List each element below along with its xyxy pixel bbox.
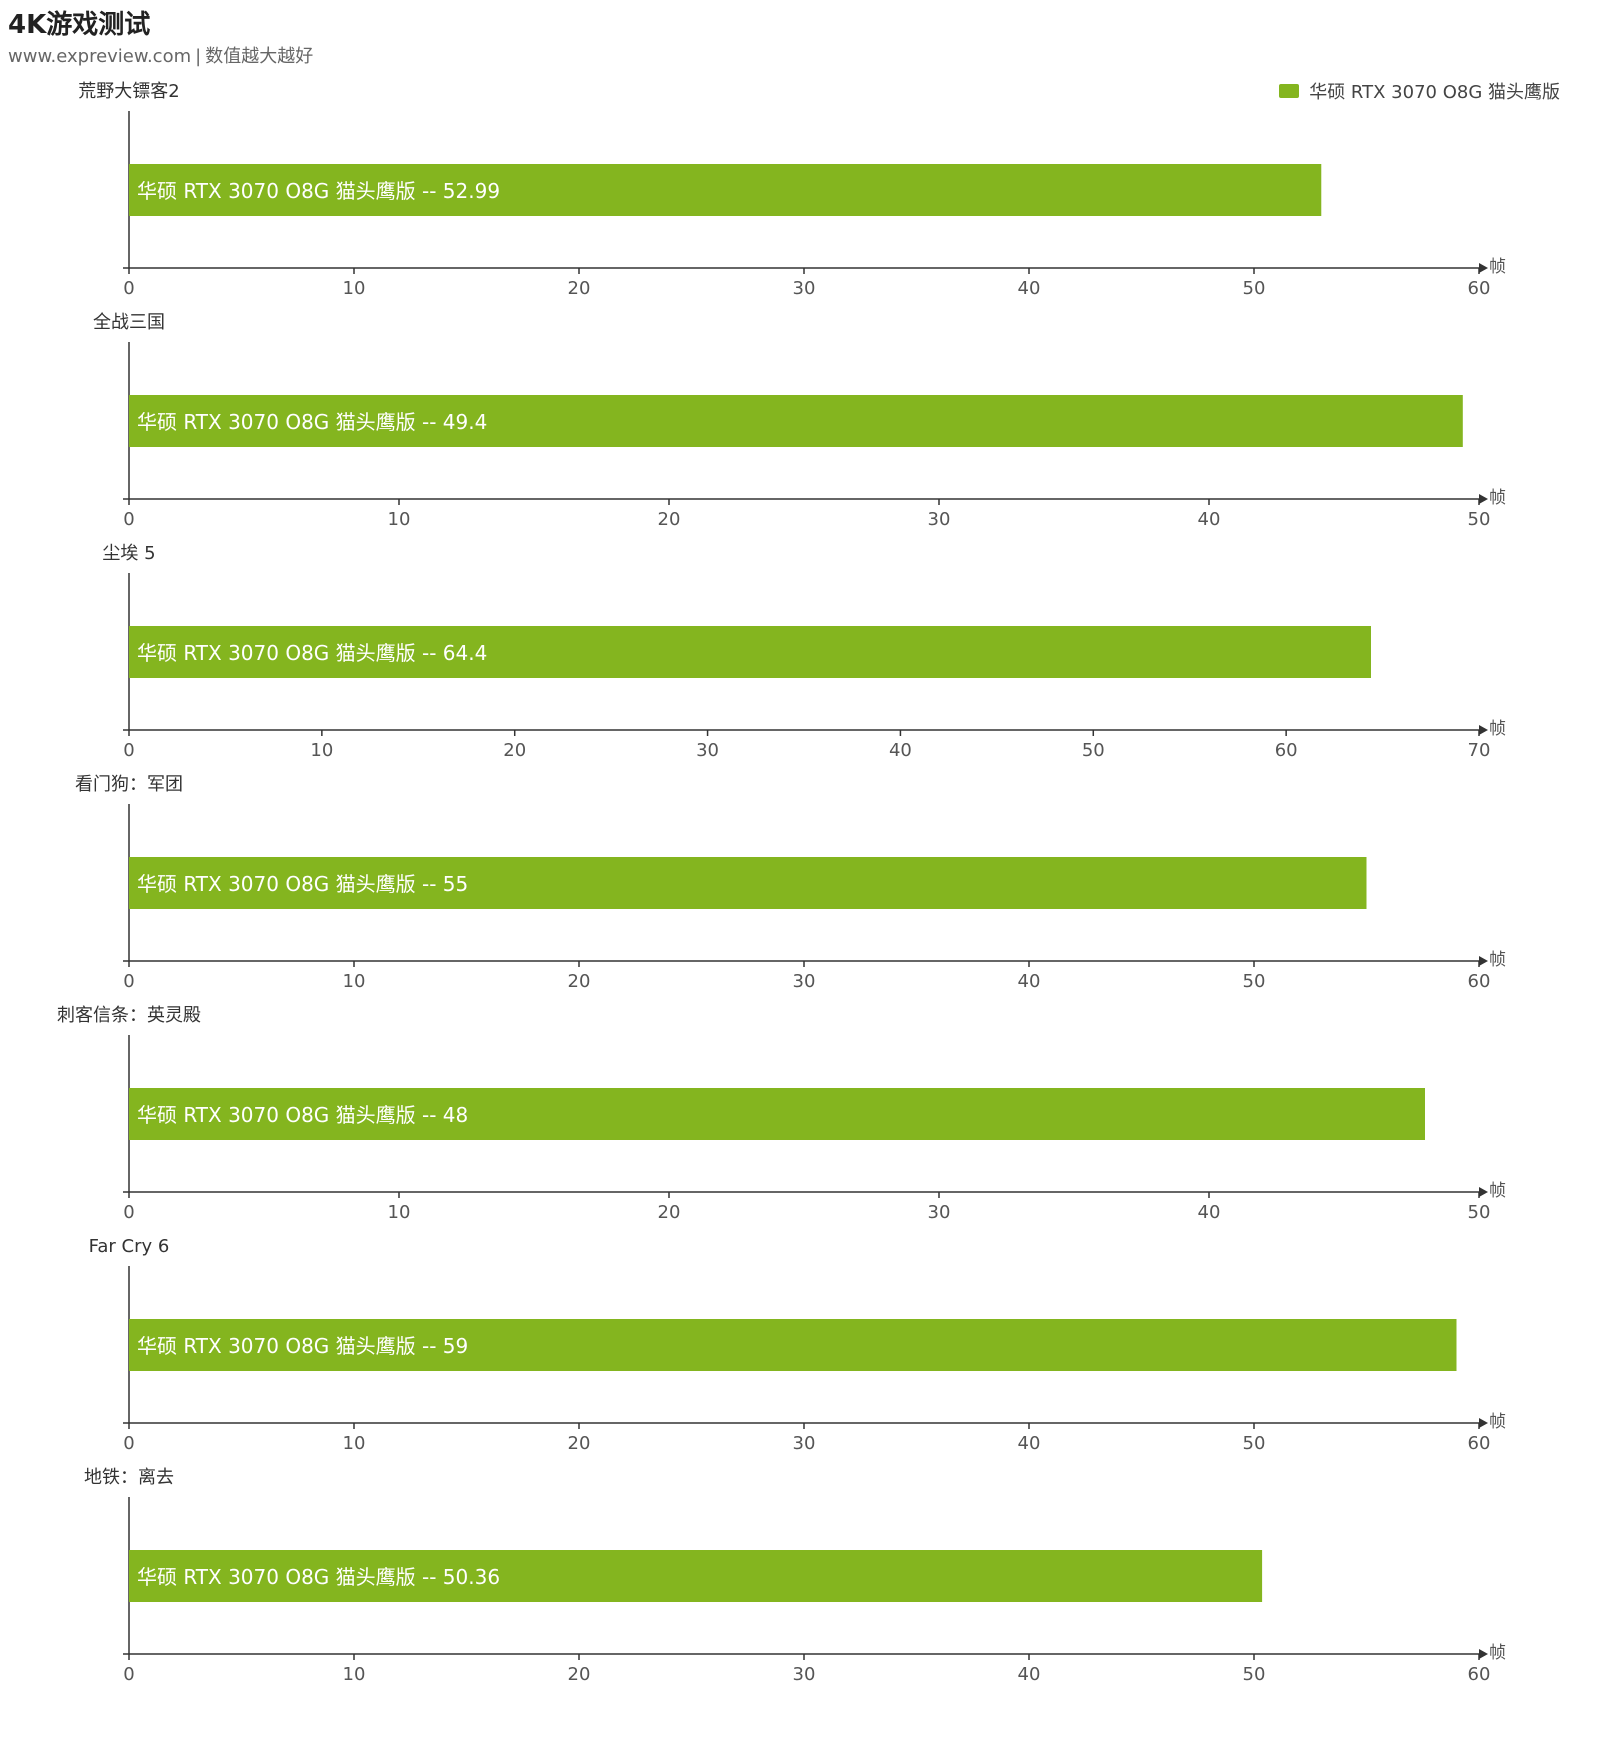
x-tick-label: 10 [388,1202,411,1223]
x-tick-label: 20 [568,1664,591,1685]
x-tick-label: 10 [310,740,333,761]
subtitle-separator: | [195,46,202,67]
x-tick-label: 20 [568,971,591,992]
x-tick-label: 10 [343,1433,366,1454]
x-tick-label: 0 [123,1433,134,1454]
x-tick-label: 50 [1243,278,1266,299]
page-title: 4K游戏测试 [8,10,151,40]
x-tick-label: 30 [793,1664,816,1685]
x-tick-label: 50 [1243,1664,1266,1685]
x-tick-label: 50 [1243,971,1266,992]
x-tick-label: 40 [889,740,912,761]
axis-arrow-icon [1479,494,1488,504]
axis-arrow-icon [1479,1187,1488,1197]
data-bar [129,1319,1457,1371]
source-link[interactable]: www.expreview.com [8,46,192,67]
unit-label: 帧 [1489,719,1506,739]
data-bar [129,857,1367,909]
data-bar [129,1088,1425,1140]
game-title: 看门狗：军团 [75,774,183,795]
game-title: 刺客信条：英灵殿 [57,1005,201,1026]
x-tick-label: 40 [1018,1433,1041,1454]
x-tick-label: 40 [1198,509,1221,530]
x-tick-label: 30 [928,509,951,530]
page-subtitle: www.expreview.com | 数值越大越好 [8,42,313,68]
x-tick-label: 30 [928,1202,951,1223]
unit-label: 帧 [1489,1181,1506,1201]
x-tick-label: 20 [658,509,681,530]
x-tick-label: 60 [1468,278,1491,299]
game-title: Far Cry 6 [89,1236,170,1257]
bar-data-label: 华硕 RTX 3070 O8G 猫头鹰版 -- 64.4 [137,641,487,665]
bar-data-label: 华硕 RTX 3070 O8G 猫头鹰版 -- 52.99 [137,179,500,203]
game-title: 荒野大镖客2 [78,81,179,102]
game-title: 地铁：离去 [84,1467,174,1488]
legend-swatch [1279,84,1300,98]
x-tick-label: 10 [343,971,366,992]
x-tick-label: 40 [1018,278,1041,299]
axis-arrow-icon [1479,725,1488,735]
bar-data-label: 华硕 RTX 3070 O8G 猫头鹰版 -- 55 [137,872,468,896]
bar-data-label: 华硕 RTX 3070 O8G 猫头鹰版 -- 59 [137,1334,468,1358]
axis-arrow-icon [1479,1649,1488,1659]
x-tick-label: 50 [1468,509,1491,530]
x-tick-label: 10 [343,278,366,299]
bar-data-label: 华硕 RTX 3070 O8G 猫头鹰版 -- 48 [137,1103,468,1127]
subtitle-note: 数值越大越好 [205,46,314,67]
game-title: 全战三国 [93,312,165,333]
x-tick-label: 60 [1468,1664,1491,1685]
x-tick-label: 30 [793,1433,816,1454]
x-tick-label: 70 [1468,740,1491,761]
x-tick-label: 30 [793,971,816,992]
x-tick-label: 0 [123,509,134,530]
unit-label: 帧 [1489,488,1506,508]
chart-legend[interactable]: 华硕 RTX 3070 O8G 猫头鹰版 [1279,78,1560,104]
unit-label: 帧 [1489,1643,1506,1663]
x-tick-label: 0 [123,971,134,992]
x-tick-label: 10 [388,509,411,530]
legend-label: 华硕 RTX 3070 O8G 猫头鹰版 [1309,82,1560,103]
x-tick-label: 20 [503,740,526,761]
x-tick-label: 0 [123,1664,134,1685]
x-tick-label: 60 [1468,1433,1491,1454]
game-title: 尘埃 5 [102,543,155,564]
bar-data-label: 华硕 RTX 3070 O8G 猫头鹰版 -- 49.4 [137,410,487,434]
x-tick-label: 20 [658,1202,681,1223]
x-tick-label: 0 [123,1202,134,1223]
x-tick-label: 40 [1198,1202,1221,1223]
bar-data-label: 华硕 RTX 3070 O8G 猫头鹰版 -- 50.36 [137,1565,500,1589]
x-tick-label: 30 [793,278,816,299]
data-bar [129,626,1371,678]
x-tick-label: 50 [1468,1202,1491,1223]
x-tick-label: 40 [1018,1664,1041,1685]
x-tick-label: 50 [1243,1433,1266,1454]
axis-arrow-icon [1479,1418,1488,1428]
x-tick-label: 0 [123,278,134,299]
x-tick-label: 10 [343,1664,366,1685]
axis-arrow-icon [1479,263,1488,273]
x-tick-label: 20 [568,278,591,299]
x-tick-label: 40 [1018,971,1041,992]
data-bar [129,395,1463,447]
unit-label: 帧 [1489,950,1506,970]
x-tick-label: 30 [696,740,719,761]
axis-arrow-icon [1479,956,1488,966]
x-tick-label: 20 [568,1433,591,1454]
data-bar [129,164,1322,216]
unit-label: 帧 [1489,1412,1506,1432]
data-bar [129,1550,1263,1602]
x-tick-label: 0 [123,740,134,761]
x-tick-label: 60 [1468,971,1491,992]
x-tick-label: 60 [1275,740,1298,761]
x-tick-label: 50 [1082,740,1105,761]
unit-label: 帧 [1489,257,1506,277]
